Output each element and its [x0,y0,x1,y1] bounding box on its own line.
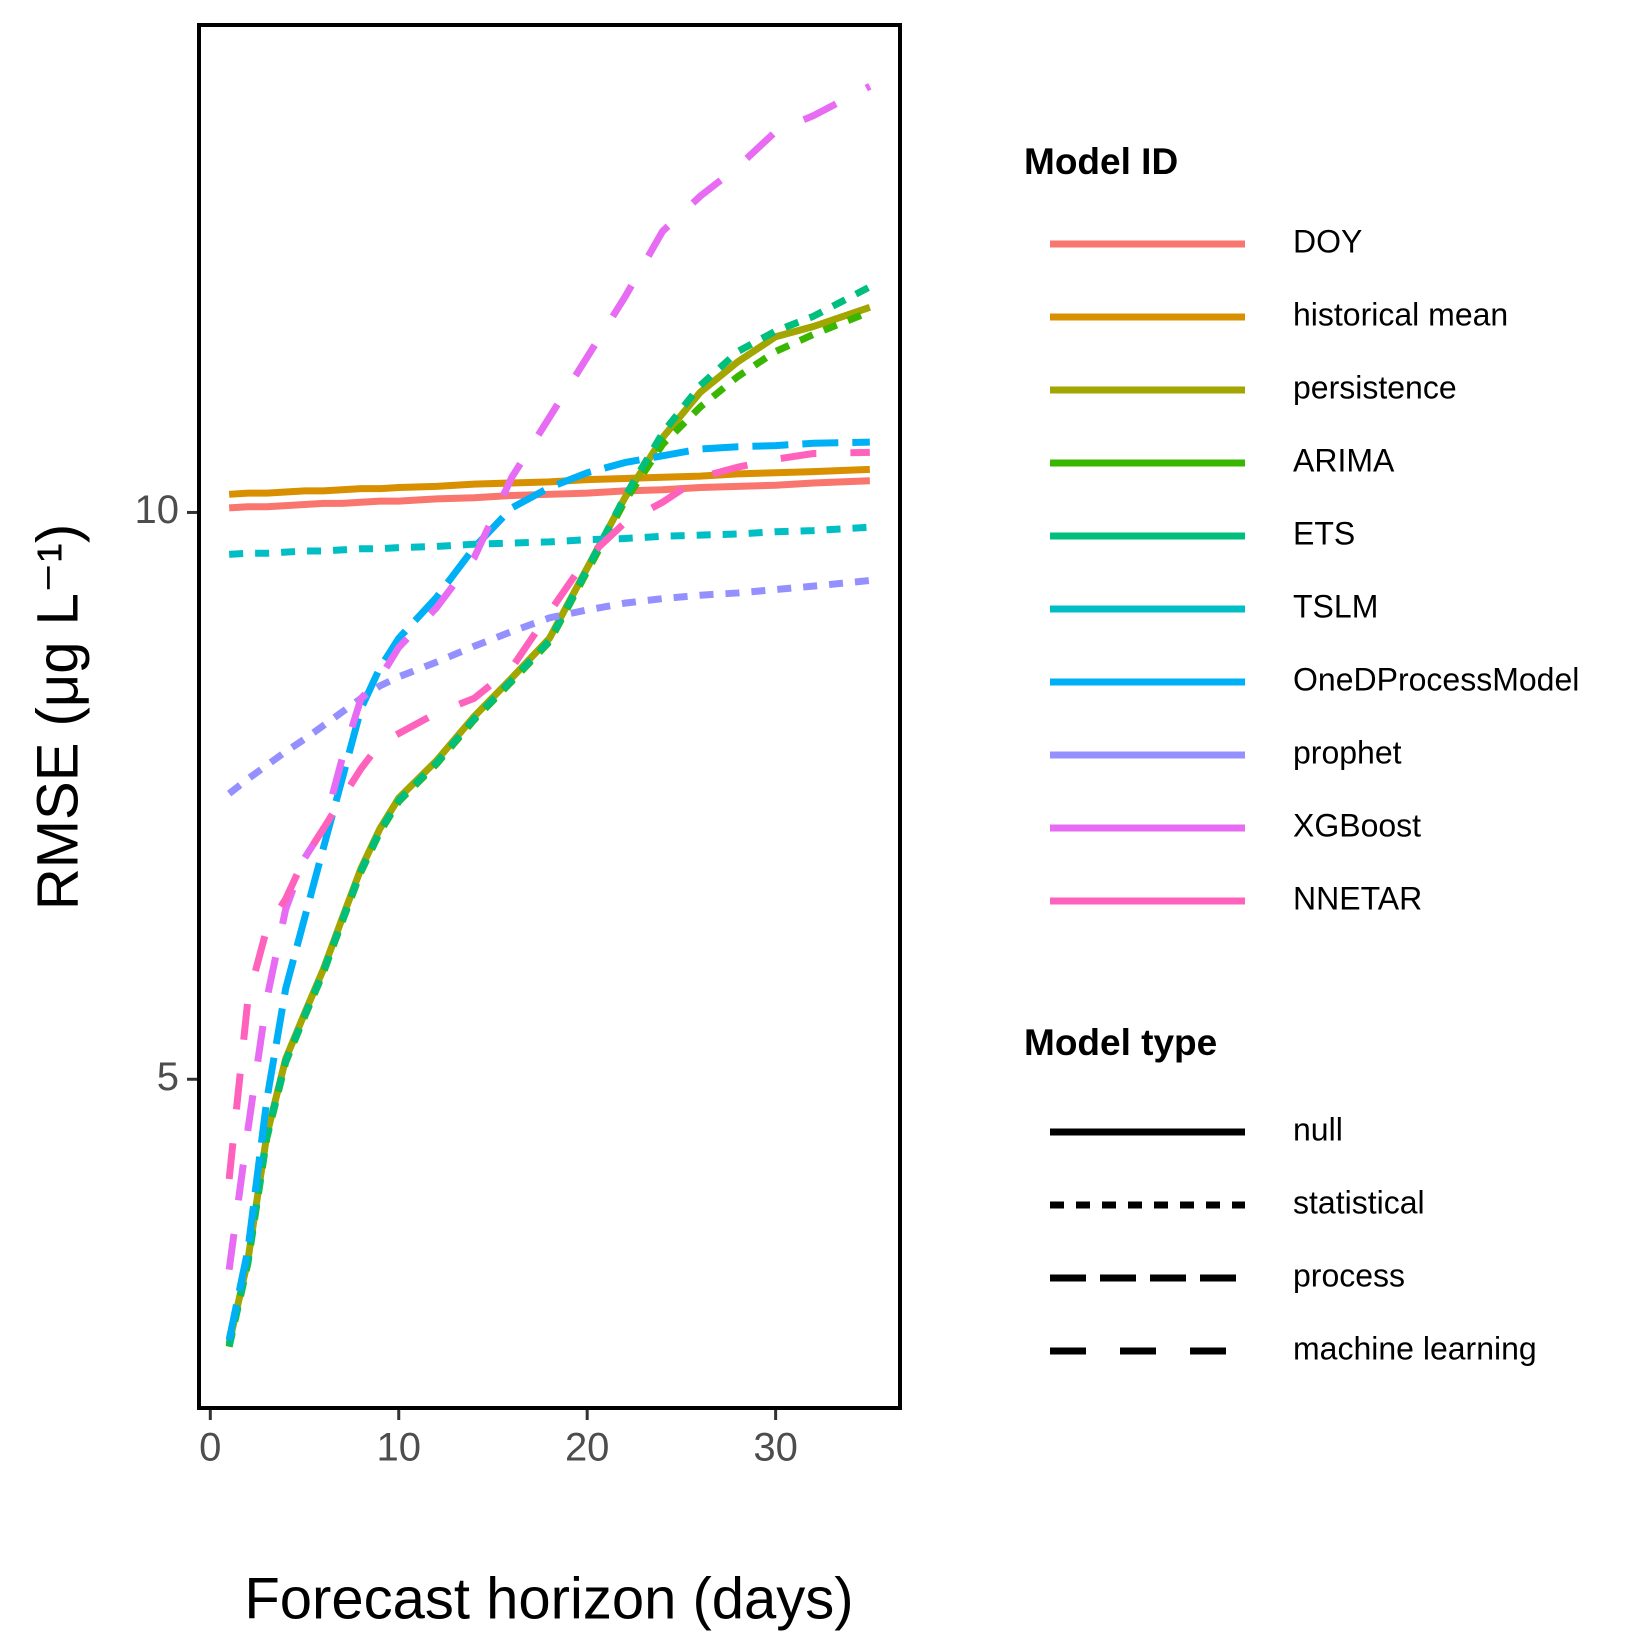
linetype-label: machine learning [1293,1330,1537,1366]
y-tick-label: 5 [157,1055,179,1099]
legend-title: Model ID [1024,141,1178,182]
legend-label: NNETAR [1293,880,1422,916]
series-line [225,438,870,1341]
legend-label: OneDProcessModel [1293,661,1579,697]
legend-label: persistence [1293,369,1457,405]
series-line [225,448,870,1180]
linetype-label: null [1293,1111,1343,1147]
legend-label: TSLM [1293,588,1378,624]
x-tick-label: 0 [199,1426,221,1470]
legend-label: XGBoost [1293,807,1421,843]
legend-label: historical mean [1293,296,1508,332]
linetype-label: process [1293,1257,1405,1293]
y-tick-label: 10 [135,488,180,532]
x-tick-label: 30 [753,1426,798,1470]
linetype-label: statistical [1293,1184,1425,1220]
legend-label: ETS [1293,515,1355,551]
x-tick-label: 10 [376,1426,421,1470]
x-tick-label: 20 [565,1426,610,1470]
legend-label: prophet [1293,734,1402,770]
legend-label: ARIMA [1293,442,1395,478]
legend-label: DOY [1293,223,1362,259]
y-axis-title: RMSE (μg L⁻¹) [25,524,90,910]
series-line [228,477,870,512]
plot-lines [225,83,872,1348]
series-line [226,576,871,797]
series-line [225,283,872,1347]
x-axis-title: Forecast horizon (days) [244,1566,853,1631]
series-line [225,83,872,1271]
panel-border [197,23,902,1410]
series-line [228,523,871,558]
linetype-legend-title: Model type [1024,1022,1217,1063]
